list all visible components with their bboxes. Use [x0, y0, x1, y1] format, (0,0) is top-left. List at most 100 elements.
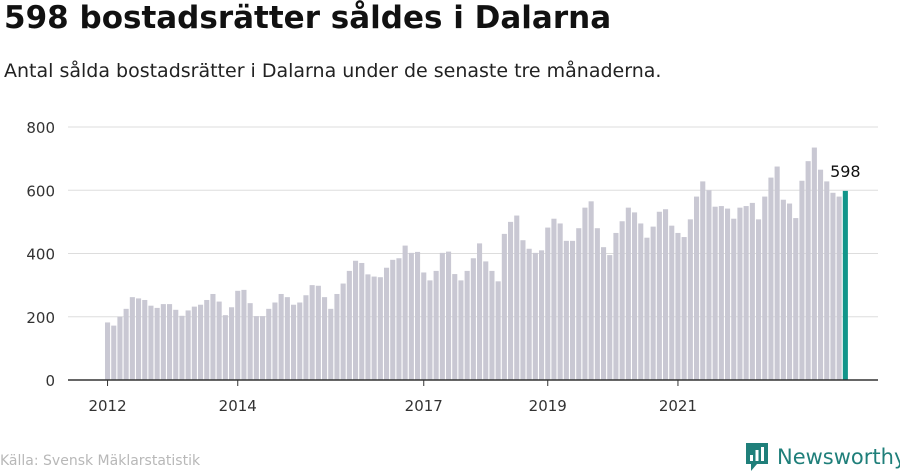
bar — [229, 307, 235, 380]
bar — [470, 258, 476, 380]
bar — [241, 289, 247, 380]
x-tick-label: 2012 — [88, 397, 126, 415]
bar — [669, 225, 675, 380]
bar — [309, 285, 315, 380]
bar — [303, 295, 309, 380]
bar — [551, 218, 557, 380]
bar — [687, 219, 693, 380]
bar — [830, 192, 836, 380]
bar — [284, 297, 290, 380]
bar — [706, 190, 712, 380]
bar — [148, 305, 154, 380]
bar — [824, 181, 830, 380]
bar — [526, 248, 532, 380]
bar — [210, 293, 216, 380]
bar — [272, 302, 278, 380]
bar — [619, 221, 625, 380]
bar — [805, 161, 811, 380]
bar — [725, 208, 731, 380]
bar — [154, 307, 160, 380]
bar — [427, 280, 433, 380]
bar — [632, 212, 638, 380]
x-tick-label: 2021 — [659, 397, 697, 415]
bar — [346, 270, 352, 380]
bar — [700, 181, 706, 380]
bar — [452, 274, 458, 380]
bar — [297, 302, 303, 380]
bar — [545, 227, 551, 380]
bar — [588, 201, 594, 380]
bar — [235, 290, 241, 380]
bar — [123, 308, 129, 380]
bar — [415, 251, 421, 380]
bar — [253, 316, 259, 380]
bar — [731, 218, 737, 380]
x-tick-label: 2019 — [529, 397, 567, 415]
bar — [656, 211, 662, 380]
bar — [111, 325, 117, 380]
bar — [390, 259, 396, 380]
bar — [167, 304, 173, 380]
bar — [359, 262, 365, 380]
bar — [650, 226, 656, 380]
bar — [204, 299, 210, 380]
bar — [557, 223, 563, 380]
bar — [663, 209, 669, 380]
bar — [322, 297, 328, 380]
bar — [681, 237, 687, 380]
bar — [601, 247, 607, 380]
y-tick-label: 400 — [26, 246, 55, 264]
bar — [508, 221, 514, 380]
bar — [105, 322, 111, 380]
bar — [446, 251, 452, 380]
tick-labels: 0 200 400 600 800 598 2012 2014 2017 2019 2021 — [26, 119, 860, 415]
bar — [483, 261, 489, 380]
bar — [737, 207, 743, 380]
bar — [315, 285, 321, 380]
bar — [694, 196, 700, 380]
bar — [353, 260, 359, 380]
bar — [334, 293, 340, 380]
brand-name: Newsworthy — [777, 445, 900, 469]
brand-logo[interactable]: Newsworthy — [745, 441, 900, 473]
bar — [458, 280, 464, 380]
x-tick-label: 2017 — [405, 397, 443, 415]
bar — [291, 304, 297, 380]
bar — [638, 223, 644, 380]
bar — [774, 166, 780, 380]
bar — [818, 169, 824, 380]
bar — [371, 276, 377, 380]
highlighted-bar — [842, 190, 848, 380]
bar — [340, 283, 346, 380]
bar — [811, 147, 817, 380]
bar — [489, 270, 495, 380]
bar — [780, 199, 786, 380]
bar — [576, 228, 582, 380]
bar — [495, 281, 501, 380]
y-tick-label: 800 — [26, 119, 55, 137]
bar — [607, 255, 613, 380]
bar — [433, 270, 439, 380]
bar — [191, 306, 197, 380]
x-tick-label: 2014 — [219, 397, 257, 415]
bar — [477, 243, 483, 380]
bar — [836, 196, 842, 380]
newsworthy-logo-icon — [746, 443, 768, 471]
bar — [222, 315, 228, 380]
bar — [129, 297, 135, 380]
bar — [799, 180, 805, 380]
bar — [328, 308, 334, 380]
bar — [793, 218, 799, 380]
bar — [402, 245, 408, 380]
bar — [563, 240, 569, 380]
bar — [743, 206, 749, 380]
bar — [185, 310, 191, 380]
bar — [749, 202, 755, 380]
bar — [582, 207, 588, 380]
bar — [464, 270, 470, 380]
source-note: Källa: Svensk Mäklarstatistik — [0, 453, 201, 469]
bar — [179, 315, 185, 380]
bar — [247, 303, 253, 380]
bar — [613, 232, 619, 380]
page-title: 598 bostadsrätter såldes i Dalarna — [4, 0, 612, 36]
